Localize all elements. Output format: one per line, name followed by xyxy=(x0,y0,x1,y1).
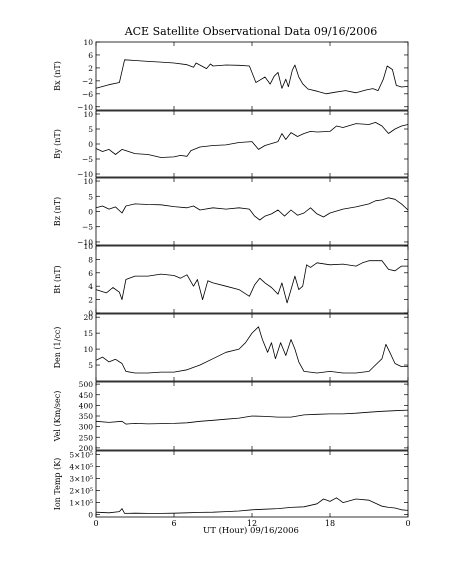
panel-frame xyxy=(95,245,409,314)
y-tick-label: 6 xyxy=(88,269,93,278)
x-tick-label: 12 xyxy=(247,519,257,528)
y-tick-label: 5 xyxy=(88,192,93,201)
series-line xyxy=(95,326,408,374)
y-tick-label: 5 xyxy=(88,361,93,370)
y-tick-label: 6 xyxy=(88,51,93,60)
y-tick-label: 10 xyxy=(83,110,93,119)
y-tick-label: −2 xyxy=(82,77,93,86)
y-tick-label: 20 xyxy=(83,313,93,322)
x-tick-label: 0 xyxy=(405,519,410,528)
y-tick-label: −10 xyxy=(77,103,93,112)
series-line xyxy=(95,59,409,95)
panel-frame xyxy=(95,41,409,111)
y-axis-label: Vel (Km/sec) xyxy=(53,391,62,443)
panel-frame xyxy=(95,450,409,518)
y-tick-label: 0 xyxy=(88,140,93,149)
y-axis-label: Bz (nT) xyxy=(53,197,62,226)
y-axis-label: Ion Temp (K) xyxy=(53,458,62,511)
y-tick-label: 10 xyxy=(83,345,93,354)
series-line xyxy=(95,197,409,221)
series-line xyxy=(95,260,408,304)
x-axis-label: UT (Hour) 09/16/2006 xyxy=(203,525,299,536)
panel-frame xyxy=(95,313,409,382)
y-axis-label: Bx (nT) xyxy=(53,61,62,91)
y-tick-label: 10 xyxy=(83,177,93,186)
y-tick-label: 15 xyxy=(83,329,93,338)
y-tick-label: 4×10⁵ xyxy=(69,463,93,472)
y-tick-label: 200 xyxy=(79,444,94,453)
y-tick-label: 400 xyxy=(79,401,94,410)
y-tick-label: −10 xyxy=(77,238,93,247)
y-tick-label: 4 xyxy=(88,282,93,291)
y-tick-label: 2 xyxy=(88,296,93,305)
y-tick-label: 5 xyxy=(88,125,93,134)
x-tick-label: 18 xyxy=(325,519,335,528)
y-tick-label: 0 xyxy=(88,511,93,520)
y-tick-label: 250 xyxy=(79,433,94,442)
y-tick-label: −5 xyxy=(82,223,93,232)
series-line xyxy=(95,122,409,158)
x-tick-label: 6 xyxy=(171,519,176,528)
y-tick-label: 3×10⁵ xyxy=(69,475,93,484)
y-tick-label: 450 xyxy=(79,391,94,400)
y-tick-label: 8 xyxy=(88,255,93,264)
y-tick-label: 10 xyxy=(83,38,93,47)
y-tick-label: −5 xyxy=(82,155,93,164)
y-tick-label: 300 xyxy=(79,423,94,432)
y-tick-label: −6 xyxy=(82,90,93,99)
chart-title: ACE Satellite Observational Data 09/16/2… xyxy=(124,25,378,38)
y-tick-label: 1×10⁵ xyxy=(69,499,93,508)
y-tick-label: 10 xyxy=(83,242,93,251)
series-line xyxy=(95,409,409,425)
x-tick-label: 0 xyxy=(93,519,98,528)
y-tick-label: 350 xyxy=(79,412,94,421)
y-axis-label: Den (1/cc) xyxy=(53,327,62,369)
y-tick-label: 2 xyxy=(88,64,93,73)
y-tick-label: 2×10⁵ xyxy=(69,487,93,496)
panel-frame xyxy=(95,110,409,178)
y-tick-label: 0 xyxy=(88,208,93,217)
y-tick-label: 5×10⁵ xyxy=(69,451,93,460)
y-tick-label: 500 xyxy=(79,380,94,389)
y-axis-label: By (nT) xyxy=(53,129,62,159)
panel-frame xyxy=(95,177,409,246)
series-line xyxy=(95,497,409,514)
y-tick-label: 0 xyxy=(88,309,93,318)
y-axis-label: Bt (nT) xyxy=(53,265,62,293)
y-tick-label: −10 xyxy=(77,170,93,179)
